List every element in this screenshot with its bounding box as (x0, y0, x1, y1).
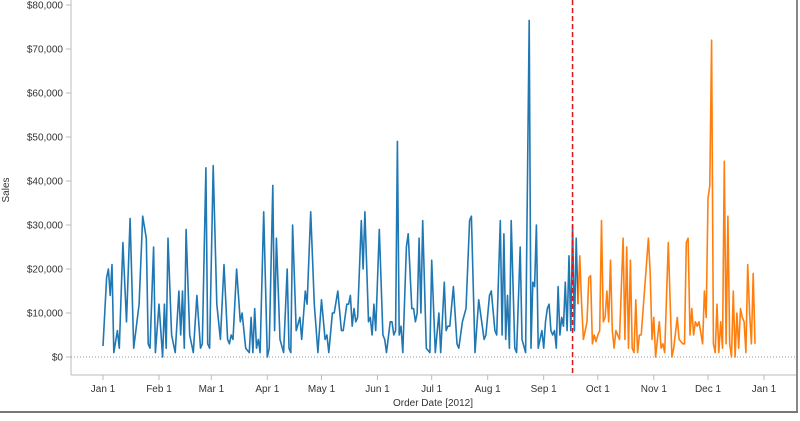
x-tick-label: Aug 1 (475, 384, 502, 395)
y-tick-label: $50,000 (27, 133, 64, 144)
x-tick-label: Jul 1 (421, 384, 443, 395)
y-axis: $0 $10,000 $20,000 $30,000 $40,000 $50,000 $60… (27, 1, 71, 364)
series-line-2 (577, 39, 756, 358)
y-tick-label: $0 (52, 353, 64, 364)
x-axis: Jan 1 Feb 1 Mar 1 Apr 1 May 1 Jun 1 Jul 1 Aug 1… (91, 375, 777, 395)
x-tick-label: Nov 1 (641, 384, 668, 395)
x-tick-label: Apr 1 (255, 384, 279, 395)
x-axis-title: Order Date [2012] (393, 398, 473, 409)
x-tick-label: Jan 1 (752, 384, 777, 395)
y-tick-label: $30,000 (27, 221, 64, 232)
x-tick-label: Mar 1 (199, 384, 225, 395)
x-tick-label: Jan 1 (91, 384, 116, 395)
y-tick-label: $10,000 (27, 309, 64, 320)
x-tick-label: Feb 1 (146, 384, 172, 395)
x-tick-label: May 1 (308, 384, 336, 395)
series-group (102, 19, 756, 358)
series-line-1 (102, 19, 579, 358)
y-tick-label: $20,000 (27, 265, 64, 276)
x-tick-label: Dec 1 (695, 384, 722, 395)
y-tick-label: $80,000 (27, 1, 64, 12)
y-axis-title: Sales (1, 177, 12, 202)
y-tick-label: $40,000 (27, 177, 64, 188)
y-tick-label: $60,000 (27, 89, 64, 100)
x-tick-label: Jun 1 (365, 384, 390, 395)
x-tick-label: Sep 1 (531, 384, 558, 395)
x-tick-label: Oct 1 (586, 384, 610, 395)
y-tick-label: $70,000 (27, 45, 64, 56)
